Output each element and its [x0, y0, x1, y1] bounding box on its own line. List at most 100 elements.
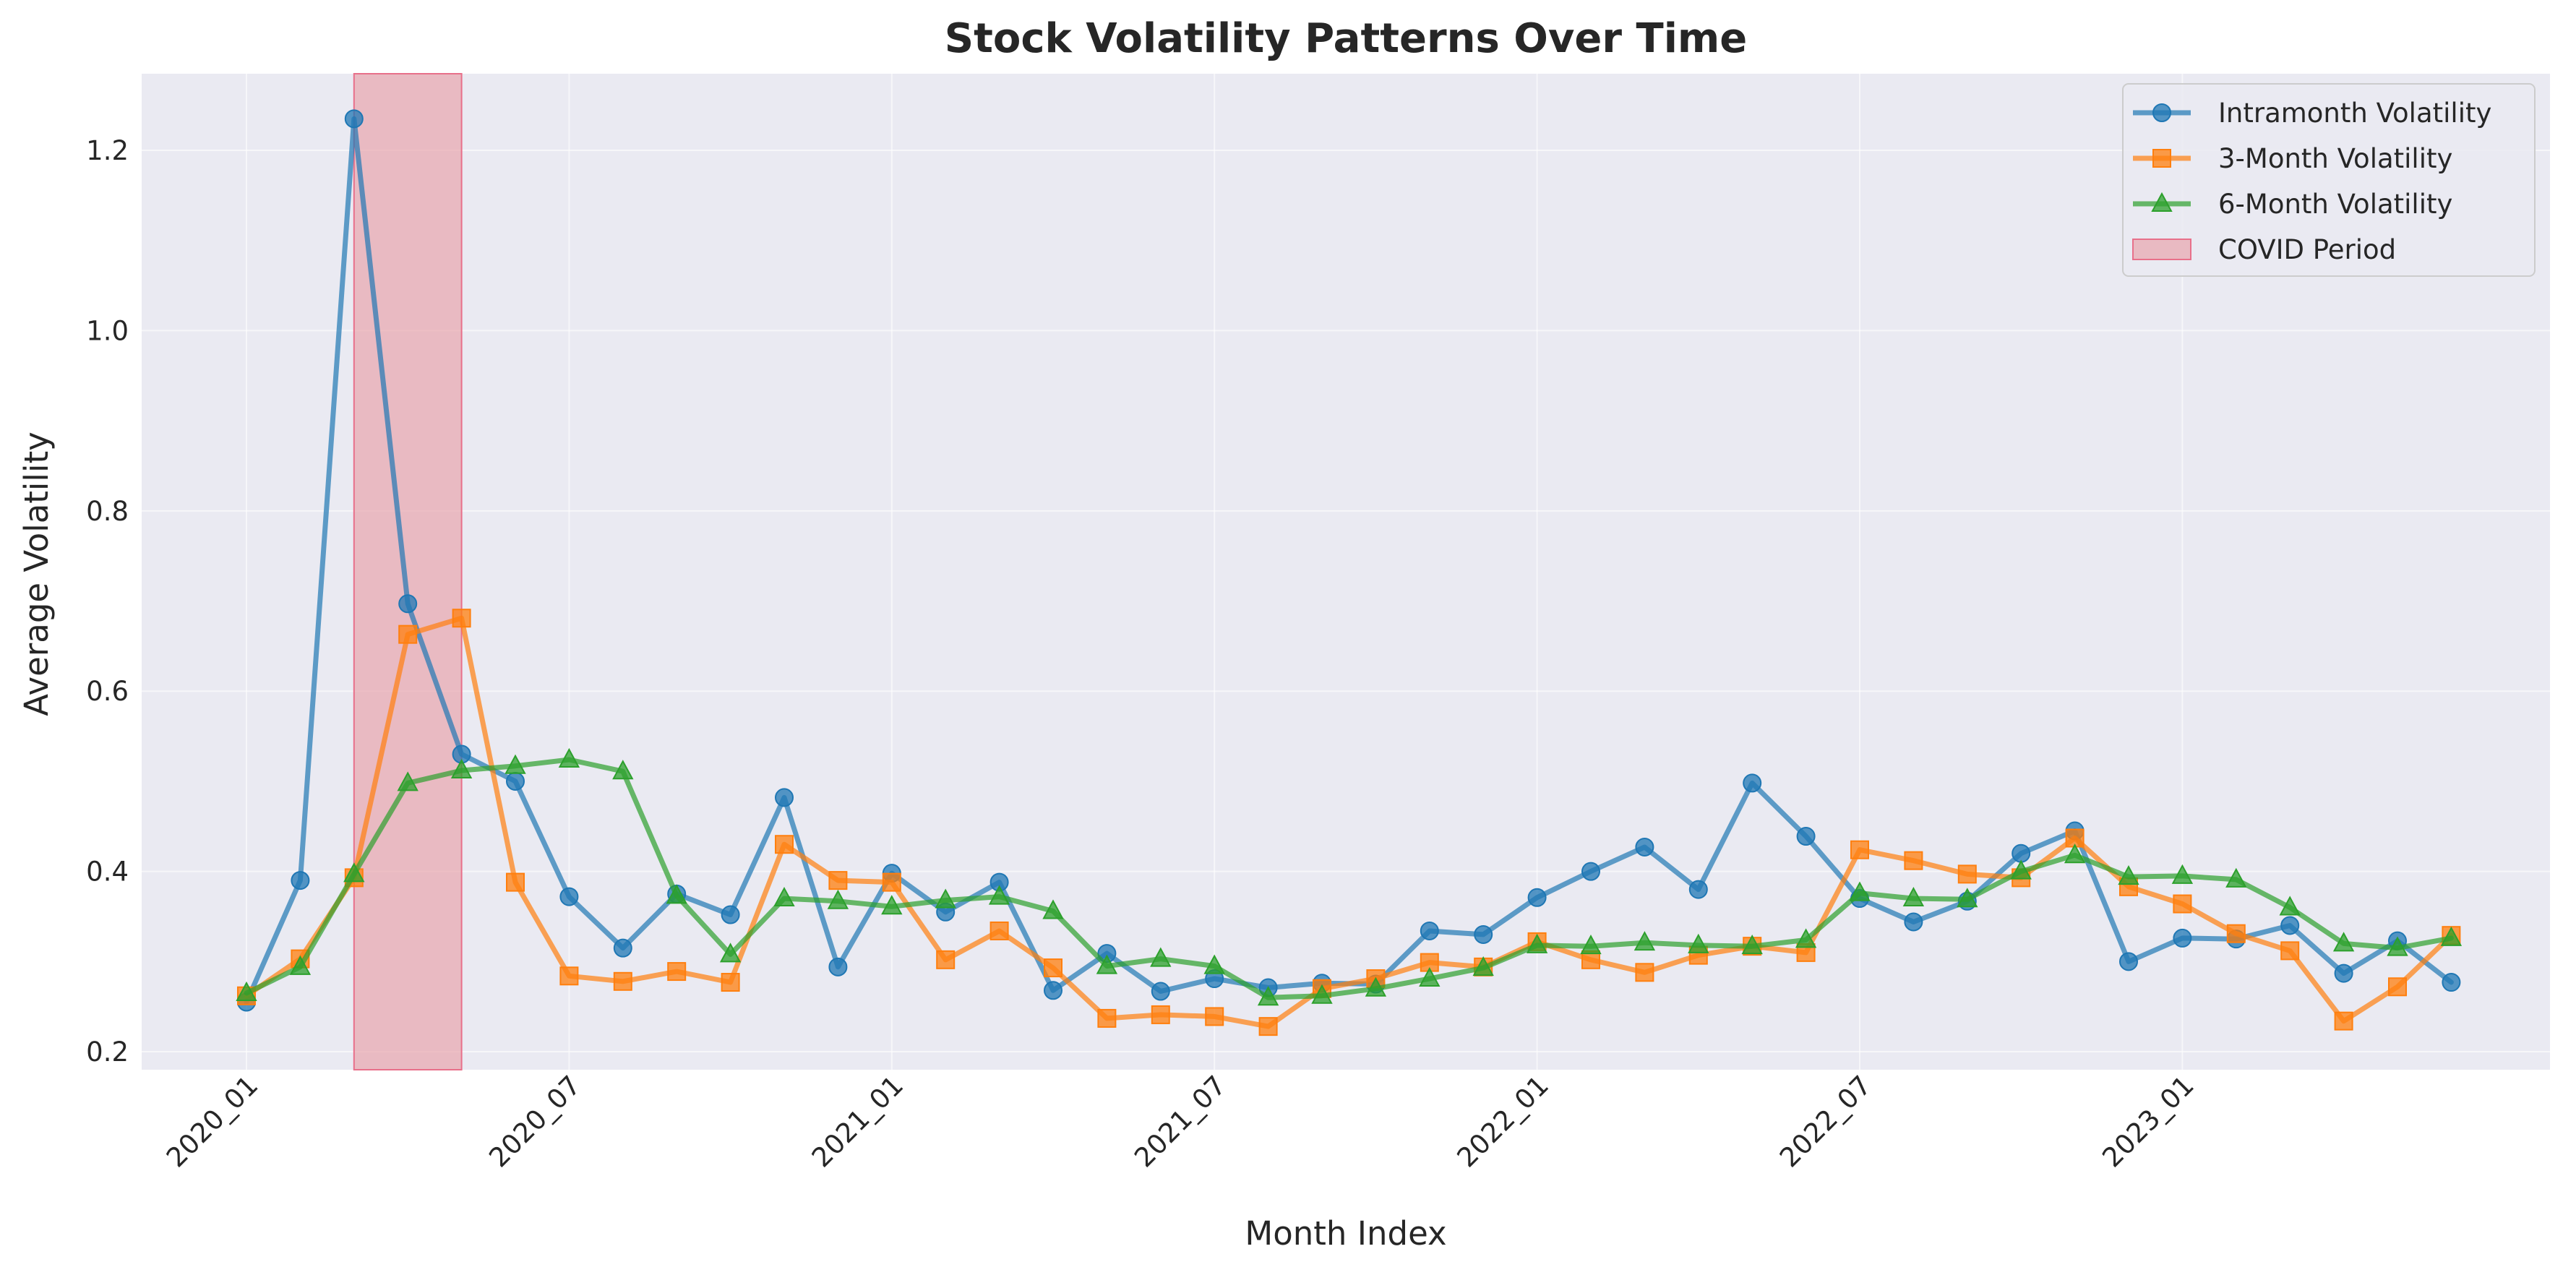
data-point [666, 884, 687, 904]
data-point [1419, 966, 1441, 987]
data-point [452, 609, 471, 628]
y-tick-label: 0.2 [86, 1036, 129, 1068]
data-point [1527, 888, 1547, 907]
data-point [775, 835, 794, 854]
data-point [1044, 981, 1062, 1000]
data-point [1472, 956, 1494, 976]
legend-entry: COVID Period [2132, 234, 2396, 265]
data-point [397, 771, 418, 791]
chart-title: Stock Volatility Patterns Over Time [945, 15, 1747, 62]
data-point [343, 862, 365, 883]
data-point [2226, 924, 2246, 943]
series-lines [236, 109, 2463, 1036]
data-point [2118, 865, 2139, 885]
data-point [1151, 982, 1170, 1001]
data-point [1849, 881, 1871, 901]
data-point [613, 971, 632, 991]
data-point [828, 957, 848, 976]
data-point [827, 889, 849, 909]
y-tick-label: 1.0 [86, 315, 129, 346]
legend: Intramonth Volatility 3-Month Volatility 6… [2122, 83, 2536, 277]
data-point [882, 872, 901, 892]
legend-label: COVID Period [2218, 234, 2396, 265]
data-point [505, 754, 526, 774]
data-point [2064, 843, 2086, 864]
data-point [1474, 924, 1493, 944]
data-point [1904, 851, 1923, 870]
data-point [1150, 947, 1172, 967]
data-point [1902, 886, 1925, 907]
data-point [2387, 936, 2408, 956]
data-point [1741, 935, 1763, 955]
legend-box [2122, 83, 2536, 277]
covid-period-band [353, 73, 463, 1070]
data-point [2442, 973, 2461, 992]
data-point [559, 966, 579, 986]
data-point [1205, 1007, 1224, 1026]
series-line [244, 757, 2454, 1000]
data-point [828, 871, 848, 890]
legend-label: 6-Month Volatility [2218, 189, 2452, 220]
data-point [2388, 977, 2407, 997]
legend-label: Intramonth Volatility [2218, 98, 2491, 129]
data-point [2440, 926, 2463, 946]
data-point [2334, 963, 2353, 983]
series-3 [236, 747, 2463, 1006]
data-point [344, 109, 364, 129]
data-point [1311, 984, 1333, 1004]
data-point [2173, 928, 2192, 948]
data-point [559, 887, 579, 906]
data-point [1151, 1005, 1170, 1024]
data-point [1580, 935, 1602, 955]
legend-swatch [2132, 239, 2191, 260]
data-point [1688, 880, 1708, 899]
data-point [1850, 840, 1869, 859]
data-point [1635, 837, 1654, 857]
data-point [719, 943, 742, 963]
data-point [1044, 958, 1062, 978]
y-tick-label: 1.2 [86, 135, 129, 166]
data-point [1258, 1017, 1278, 1036]
data-point [2280, 941, 2300, 961]
legend-entry: 3-Month Volatility [2133, 143, 2452, 174]
data-point [988, 885, 1010, 905]
data-point [612, 760, 634, 780]
y-axis: 0.2 0.4 0.6 0.8 1.0 1.2 [86, 135, 129, 1068]
data-point [1096, 954, 1118, 974]
legend-entry: 6-Month Volatility [2133, 189, 2452, 220]
y-tick-label: 0.8 [86, 496, 129, 527]
x-axis-label: Month Index [1245, 1214, 1446, 1253]
data-point [1957, 864, 1977, 884]
data-point [2225, 867, 2247, 888]
data-point [1796, 827, 1816, 846]
data-point [1581, 862, 1600, 881]
data-point [2173, 894, 2192, 914]
data-point [2332, 932, 2355, 952]
data-point [989, 921, 1009, 940]
data-point [398, 594, 418, 614]
y-tick-label: 0.6 [86, 676, 129, 707]
data-point [721, 973, 740, 992]
data-point [1957, 888, 1978, 908]
data-point [1097, 1008, 1117, 1028]
data-point [450, 758, 473, 778]
data-point [2279, 896, 2301, 916]
data-point [1420, 921, 1439, 940]
data-point [881, 895, 903, 915]
data-point [506, 771, 525, 791]
y-axis-label: Average Volatility [17, 432, 56, 716]
data-point [775, 788, 794, 807]
shaded-region [353, 73, 463, 1070]
data-point [936, 950, 956, 969]
data-point [1635, 963, 1654, 982]
legend-marker [2151, 192, 2173, 212]
legend-entry: Intramonth Volatility [2133, 98, 2491, 129]
legend-label: 3-Month Volatility [2218, 143, 2452, 174]
data-point [1526, 933, 1548, 953]
data-point [773, 886, 795, 907]
legend-marker [2152, 149, 2171, 168]
data-point [1633, 931, 1656, 951]
data-point [2010, 859, 2032, 880]
data-point [2119, 952, 2138, 971]
